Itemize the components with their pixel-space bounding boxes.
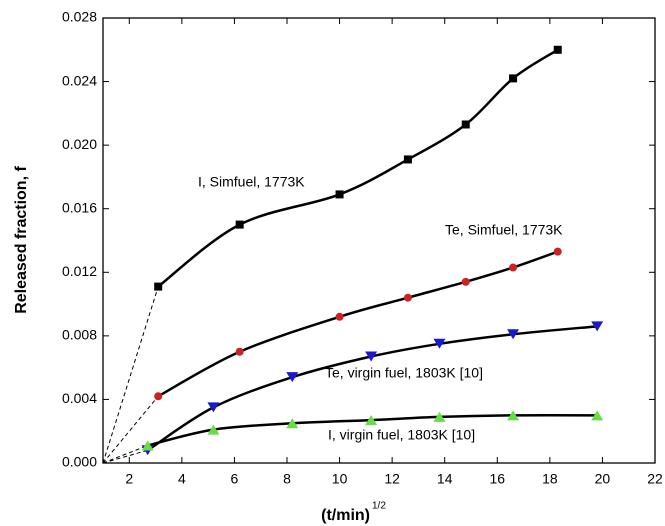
marker (207, 424, 220, 435)
marker (335, 312, 344, 321)
marker (433, 411, 446, 422)
marker (286, 418, 299, 429)
marker (507, 329, 520, 340)
marker (154, 282, 163, 291)
x-axis-label: (t/min) (321, 507, 370, 524)
marker (207, 402, 220, 413)
y-tick-label: 0.024 (62, 72, 97, 88)
extrapolation (102, 395, 159, 464)
x-tick-label: 18 (542, 471, 558, 487)
x-tick-label: 6 (231, 471, 239, 487)
x-tick-label: 8 (283, 471, 291, 487)
marker (365, 351, 378, 362)
y-tick-label: 0.020 (62, 136, 97, 152)
x-tick-label: 12 (384, 471, 400, 487)
extrapolation (102, 286, 159, 464)
marker (509, 263, 518, 272)
series-label: I, virgin fuel, 1803K [10] (328, 427, 475, 443)
series-label: Te, virgin fuel, 1803K [10] (325, 365, 483, 381)
marker (335, 190, 344, 199)
extrapolation (102, 449, 148, 464)
extrapolation (102, 445, 148, 464)
marker (235, 220, 244, 229)
marker (235, 347, 244, 356)
series-label: I, Simfuel, 1773K (198, 174, 305, 190)
x-tick-label: 16 (489, 471, 505, 487)
marker (433, 338, 446, 349)
marker (553, 247, 562, 256)
marker (403, 155, 412, 164)
marker (365, 415, 378, 426)
x-tick-label: 10 (332, 471, 348, 487)
marker (403, 293, 412, 302)
y-tick-label: 0.012 (62, 263, 97, 279)
marker (461, 120, 470, 129)
y-axis-label: Released fraction, f (13, 166, 30, 314)
y-tick-label: 0.016 (62, 199, 97, 215)
marker (591, 321, 604, 332)
fit-curve (157, 48, 559, 288)
y-tick-label: 0.000 (62, 454, 97, 470)
x-tick-label: 20 (595, 471, 611, 487)
series-label: Te, Simfuel, 1773K (445, 222, 563, 238)
marker (509, 74, 518, 83)
y-tick-label: 0.008 (62, 327, 97, 343)
x-axis-label-sup: 1/2 (372, 501, 386, 512)
marker (553, 45, 562, 54)
x-tick-label: 4 (178, 471, 186, 487)
x-tick-label: 14 (437, 471, 453, 487)
plot-frame (102, 17, 656, 464)
y-tick-label: 0.004 (62, 390, 97, 406)
x-tick-label: 22 (647, 471, 663, 487)
marker (141, 440, 154, 451)
x-tick-label: 2 (125, 471, 133, 487)
marker (461, 277, 470, 286)
marker (286, 372, 299, 383)
marker (507, 410, 520, 421)
marker (591, 410, 604, 421)
y-tick-label: 0.028 (62, 9, 97, 25)
marker (154, 392, 163, 401)
